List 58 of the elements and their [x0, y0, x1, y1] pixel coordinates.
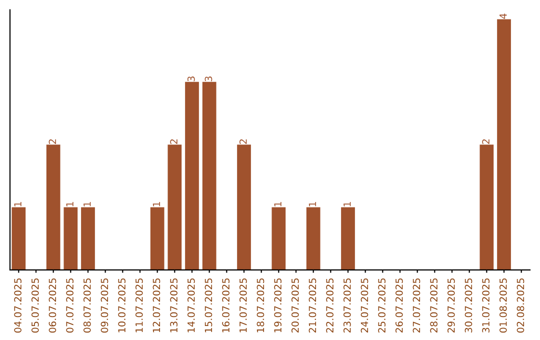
x-tick-label: 21.07.2025 — [308, 278, 316, 333]
data-label: 2 — [482, 139, 490, 144]
bar — [46, 144, 60, 270]
data-label: 1 — [14, 202, 22, 206]
bar — [64, 207, 78, 270]
x-tick-label: 11.07.2025 — [135, 278, 143, 332]
x-tick-label: 07.07.2025 — [66, 278, 74, 333]
x-tick-label: 27.07.2025 — [412, 278, 420, 333]
bar — [12, 207, 26, 270]
x-tick-label: 28.07.2025 — [430, 278, 438, 333]
bar — [272, 207, 286, 270]
bar — [185, 82, 199, 270]
bar — [497, 19, 511, 270]
x-tick-label: 12.07.2025 — [152, 278, 160, 332]
data-label: 1 — [152, 202, 160, 206]
x-tick-label: 31.07.2025 — [482, 278, 490, 333]
x-tick-label: 19.07.2025 — [274, 278, 282, 332]
x-tick-label: 30.07.2025 — [464, 278, 472, 333]
data-label: 3 — [187, 76, 195, 82]
x-tick-label: 02.08.2025 — [516, 278, 524, 333]
bar — [480, 144, 494, 270]
x-tick-label: 29.07.2025 — [447, 278, 455, 333]
bar — [237, 144, 251, 270]
data-label: 1 — [84, 202, 91, 206]
data-label: 1 — [274, 202, 282, 206]
x-tick-label: 15.07.2025 — [204, 278, 212, 332]
x-tick-label: 08.07.2025 — [83, 278, 91, 333]
data-label: 2 — [48, 139, 56, 144]
data-label: 2 — [170, 139, 178, 144]
x-tick-label: 06.07.2025 — [48, 278, 56, 333]
bar — [150, 207, 164, 270]
x-tick-label: 20.07.2025 — [291, 278, 299, 333]
bar — [341, 207, 355, 270]
bar — [306, 207, 320, 270]
x-tick-label: 10.07.2025 — [118, 278, 126, 332]
bar — [168, 144, 182, 270]
x-tick-label: 22.07.2025 — [326, 278, 334, 333]
x-tick-label: 17.07.2025 — [239, 278, 247, 332]
x-tick-label: 05.07.2025 — [31, 278, 39, 333]
bar — [202, 82, 216, 270]
data-label: 1 — [308, 202, 316, 206]
x-tick-label: 25.07.2025 — [378, 278, 386, 333]
x-tick-label: 13.07.2025 — [170, 278, 178, 332]
data-label: 3 — [204, 76, 212, 82]
x-tick-label: 01.08.2025 — [499, 278, 507, 333]
data-label: 1 — [66, 202, 74, 206]
x-tick-label: 14.07.2025 — [187, 278, 195, 332]
x-tick-label: 23.07.2025 — [343, 278, 351, 333]
data-label: 1 — [344, 202, 351, 206]
x-tick-label: 24.07.2025 — [360, 278, 368, 333]
data-label: 4 — [500, 14, 507, 19]
x-tick-label: 18.07.2025 — [256, 278, 264, 332]
bar — [81, 207, 95, 270]
x-tick-label: 26.07.2025 — [395, 278, 403, 333]
x-tick-label: 04.07.2025 — [14, 278, 22, 333]
data-label: 2 — [239, 139, 247, 144]
x-tick-label: 16.07.2025 — [222, 278, 230, 332]
x-tick-label: 09.07.2025 — [100, 278, 108, 333]
